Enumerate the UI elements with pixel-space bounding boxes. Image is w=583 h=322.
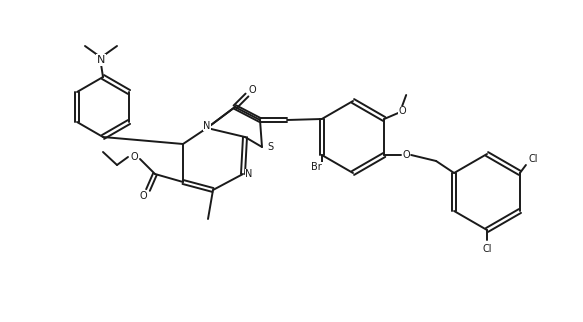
Text: Cl: Cl (528, 154, 538, 164)
Text: N: N (97, 55, 105, 65)
Text: O: O (398, 106, 406, 116)
Text: O: O (248, 85, 256, 95)
Text: O: O (139, 191, 147, 201)
Text: O: O (130, 152, 138, 162)
Text: Br: Br (311, 162, 322, 172)
Text: O: O (402, 150, 410, 160)
Text: N: N (245, 169, 252, 179)
Text: Cl: Cl (482, 244, 491, 254)
Text: N: N (203, 121, 210, 131)
Text: S: S (267, 142, 273, 152)
